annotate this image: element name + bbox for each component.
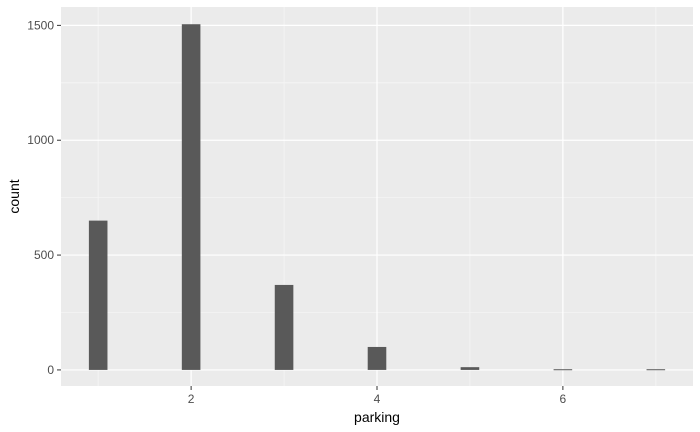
bar-parking-2	[181, 24, 201, 370]
x-tick-label: 6	[560, 392, 567, 406]
bars-group	[88, 24, 666, 371]
y-axis-title: count	[6, 179, 22, 213]
bar-parking-1	[88, 220, 108, 370]
bar-parking-6	[553, 369, 573, 371]
major-gridlines	[61, 7, 693, 386]
bar-parking-5	[460, 367, 480, 370]
bar-parking-7	[646, 369, 666, 371]
y-axis-ticks: 0 500 1000 1500	[27, 18, 61, 377]
x-axis-title: parking	[354, 409, 400, 425]
y-tick-label: 1000	[27, 133, 54, 147]
x-tick-label: 2	[188, 392, 195, 406]
bar-parking-4	[367, 346, 387, 370]
x-axis-ticks: 2 4 6	[188, 386, 567, 406]
bar-parking-3	[274, 284, 294, 370]
y-tick-label: 1500	[27, 18, 54, 32]
y-tick-label: 500	[34, 248, 54, 262]
x-tick-label: 4	[374, 392, 381, 406]
y-tick-label: 0	[47, 363, 54, 377]
